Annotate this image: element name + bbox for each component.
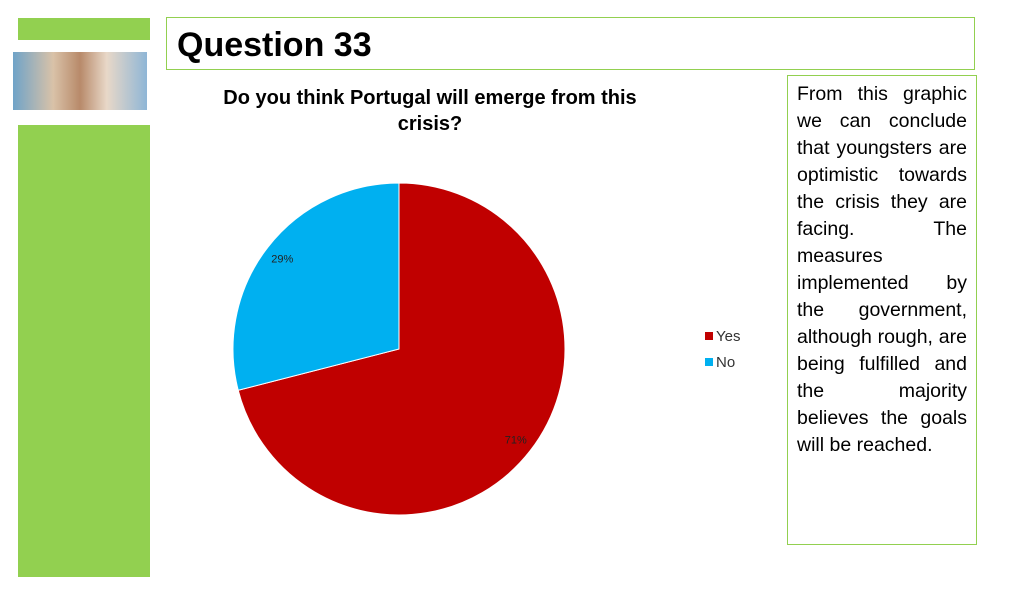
pie-slice [232,182,400,391]
legend-label: No [716,354,735,371]
title-box: Question 33 [166,17,975,70]
legend-label: Yes [716,328,740,345]
chart-title: Do you think Portugal will emerge from t… [223,87,636,135]
slide-title: Question 33 [177,26,372,64]
legend-swatch [705,358,713,366]
data-label: 29% [271,253,293,265]
chart: Do you think Portugal will emerge from t… [223,87,740,516]
data-label: 71% [505,435,527,447]
pie-slice [237,182,566,516]
legend-swatch [705,332,713,340]
green-bar-top [18,18,150,40]
photo [13,52,147,110]
green-bar-side [18,125,150,577]
side-text: From this graphic we can conclude that y… [787,75,977,545]
